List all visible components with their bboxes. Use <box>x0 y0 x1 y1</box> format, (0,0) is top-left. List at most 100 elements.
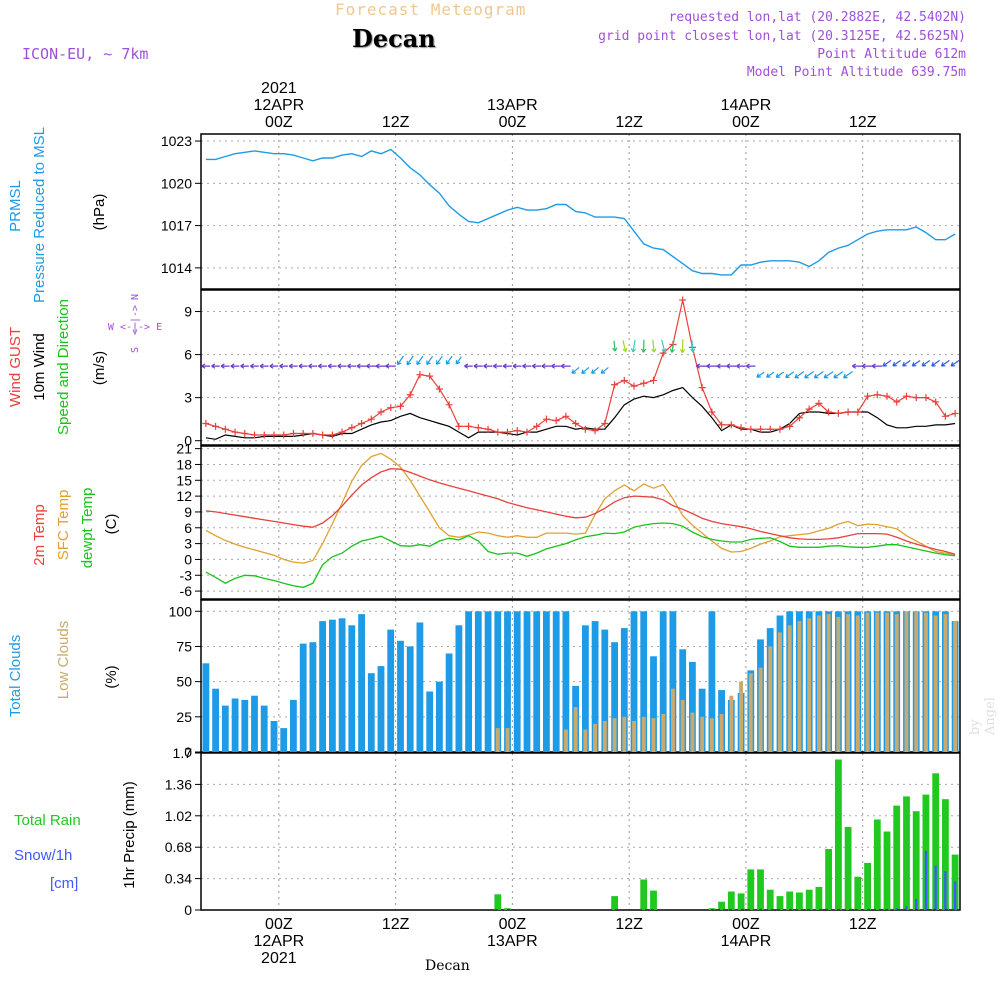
y-tick-label: 0 <box>184 433 192 449</box>
wind-direction-arrow <box>522 363 532 369</box>
total-cloud-bar <box>377 666 385 752</box>
low-cloud-bar <box>836 616 841 752</box>
time-label-top: 12Z <box>615 114 643 131</box>
total-cloud-bar <box>523 611 531 752</box>
wind-direction-arrow <box>581 366 590 374</box>
label-sfc-temp: SFC Temp <box>55 490 72 561</box>
wind-gust-marker <box>445 401 453 409</box>
total-cloud-bar <box>251 695 258 752</box>
wind-direction-arrow <box>396 355 404 366</box>
wind-gust-marker <box>922 394 930 402</box>
wind-gust-line <box>205 299 956 436</box>
total-cloud-bar <box>280 728 288 752</box>
y-tick-label: 1.7 <box>173 745 193 761</box>
wind-gust-marker <box>241 430 249 438</box>
wind-gust-marker <box>212 422 220 430</box>
y-tick-label: 1017 <box>161 218 192 234</box>
wind-gust-marker <box>484 425 492 433</box>
low-cloud-bar <box>768 646 773 752</box>
wind-gust-marker <box>620 376 628 384</box>
total-cloud-bar <box>474 611 482 752</box>
wind-gust-marker <box>591 427 599 435</box>
wind-direction-arrow <box>892 360 901 367</box>
wind-direction-arrow <box>220 363 230 369</box>
total-cloud-bar <box>582 625 589 752</box>
snow-bar <box>895 908 898 910</box>
total-cloud-bar <box>270 721 278 752</box>
wind-gust-marker <box>377 408 385 416</box>
total-cloud-bar <box>543 611 550 752</box>
low-cloud-bar <box>729 695 734 752</box>
rain-bar <box>932 773 940 910</box>
label-cm: [cm] <box>50 875 78 892</box>
y-tick-label: 6 <box>184 347 192 363</box>
wind-direction-arrow <box>436 355 443 365</box>
wind-direction-arrow <box>736 363 746 369</box>
wind-direction-arrow <box>551 363 561 369</box>
y-tick-label: 0 <box>184 744 192 760</box>
y-tick-label: -6 <box>180 583 193 599</box>
wind-gust-marker <box>309 430 317 438</box>
wind-gust-marker <box>260 431 268 439</box>
wind-gust-marker <box>786 422 794 430</box>
compass-s: S <box>130 347 141 353</box>
total-cloud-bar <box>611 642 618 752</box>
wind-direction-arrow <box>640 339 647 353</box>
y-tick-label: -3 <box>180 567 193 583</box>
low-cloud-bar <box>817 615 821 752</box>
wind-gust-marker <box>581 425 589 433</box>
y-tick-label: 9 <box>184 504 192 520</box>
rain-bar <box>757 869 764 910</box>
y-tick-label: 15 <box>176 472 192 488</box>
wind-direction-arrow <box>813 371 824 379</box>
chart-subtitle: Forecast Meteogram <box>335 0 527 19</box>
total-cloud-bar <box>338 618 346 752</box>
total-cloud-bar <box>241 699 249 752</box>
temp-2m-line <box>205 468 956 555</box>
total-cloud-bar <box>689 661 696 752</box>
wind-direction-arrow <box>385 363 396 369</box>
y-tick-label: 1.02 <box>165 808 192 824</box>
wind-gust-marker <box>698 384 706 392</box>
low-cloud-bar <box>758 667 763 752</box>
wind-gust-marker <box>523 428 531 436</box>
rain-bar <box>805 889 813 910</box>
panel-frame-pressure <box>200 133 961 290</box>
rain-bar <box>835 759 842 910</box>
wind-direction-arrow <box>706 363 718 369</box>
wind-direction-arrow <box>669 339 675 353</box>
total-cloud-bar <box>513 611 521 752</box>
wind-gust-marker <box>718 421 726 429</box>
total-cloud-bar <box>426 691 434 752</box>
wind-gust-marker <box>289 430 297 438</box>
low-cloud-bar <box>612 718 617 752</box>
wind-direction-arrow <box>473 363 483 369</box>
wind-gust-marker <box>367 415 375 423</box>
label-precip-mm: 1hr Precip (mm) <box>121 781 138 889</box>
total-cloud-bar <box>436 681 443 752</box>
wind-direction-arrow <box>259 363 269 369</box>
total-cloud-bar <box>620 628 628 752</box>
y-tick-label: 1014 <box>161 260 192 276</box>
wind-direction-arrow <box>211 363 220 369</box>
wind-direction-arrow <box>950 359 960 367</box>
wind-direction-arrow <box>406 355 414 366</box>
wind-gust-marker <box>941 412 949 420</box>
label-low-clouds: Low Clouds <box>55 621 72 699</box>
label-total-clouds: Total Clouds <box>7 635 24 718</box>
low-cloud-bar <box>622 716 627 752</box>
wind-direction-arrow <box>851 363 864 369</box>
low-cloud-bar <box>602 721 607 752</box>
wind-direction-arrow <box>337 363 347 369</box>
wind-gust-marker <box>873 391 881 399</box>
rain-bar <box>844 826 852 910</box>
model-label: ICON-EU, ~ 7km <box>22 45 149 63</box>
wind-direction-arrow <box>492 363 503 369</box>
y-tick-label: 3 <box>184 390 192 406</box>
rain-bar <box>854 876 862 910</box>
wind-direction-arrow <box>502 363 512 369</box>
snow-bar <box>954 881 957 910</box>
label-wind-gust: Wind GUST <box>7 327 24 407</box>
wind-direction-arrow <box>726 363 737 369</box>
low-cloud-bar <box>709 718 714 752</box>
